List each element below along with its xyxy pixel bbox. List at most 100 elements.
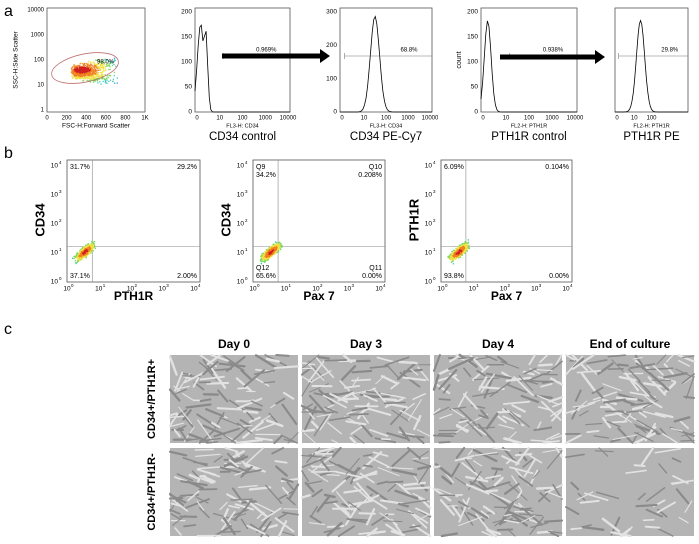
quadrant-label: 65.6% — [256, 273, 276, 280]
plot-frame — [615, 8, 688, 112]
x-tick-label: 10000 — [422, 116, 439, 122]
cell — [635, 465, 645, 466]
cell — [325, 360, 346, 361]
y-tick-label: 10 — [237, 279, 245, 286]
event-dot — [84, 251, 86, 253]
event-dot — [76, 73, 77, 74]
x-tick-label: 1000 — [401, 116, 415, 122]
event-dot — [278, 247, 280, 249]
y-tick-label: 10000 — [27, 8, 44, 14]
event-dot — [452, 261, 454, 263]
event-dot — [279, 242, 281, 244]
event-dot — [103, 69, 104, 70]
event-dot — [98, 68, 99, 69]
event-dot — [85, 254, 87, 256]
y-tick-label: 10 — [237, 192, 245, 199]
event-dot — [91, 78, 92, 79]
event-dot — [89, 244, 91, 246]
event-dot — [100, 72, 101, 73]
event-dot — [91, 70, 92, 71]
event-dot — [85, 70, 86, 71]
cell — [537, 488, 553, 489]
event-dot — [84, 69, 85, 70]
event-dot — [84, 249, 86, 251]
x-tick-exponent: 1 — [103, 283, 106, 288]
event-dot — [74, 65, 75, 66]
cell — [385, 402, 405, 403]
histogram-curve — [340, 17, 432, 113]
quadrant-label: 0.00% — [549, 273, 569, 280]
event-dot — [266, 254, 268, 256]
event-dot — [82, 68, 83, 69]
event-dot — [97, 67, 98, 68]
cell — [498, 529, 513, 530]
event-dot — [468, 239, 470, 241]
y-tick-label: 10 — [51, 221, 59, 228]
panel-label: a — [4, 3, 13, 20]
event-dot — [273, 248, 275, 250]
event-dot — [464, 244, 466, 246]
event-dot — [92, 245, 94, 247]
event-dot — [82, 66, 83, 67]
event-dot — [83, 252, 85, 254]
event-dot — [108, 81, 109, 82]
cell — [231, 499, 252, 500]
cell — [276, 355, 288, 356]
y-tick-label: 10 — [37, 83, 44, 89]
event-dot — [88, 74, 89, 75]
x-tick-exponent: 1 — [289, 283, 292, 288]
x-tick-label: 10 — [344, 286, 352, 293]
event-dot — [77, 261, 79, 263]
x-tick-label: 0 — [481, 116, 485, 122]
event-dot — [94, 63, 95, 64]
event-dot — [466, 250, 468, 252]
event-dot — [80, 71, 81, 72]
x-tick-exponent: 4 — [198, 283, 201, 288]
event-dot — [85, 67, 86, 68]
event-dot — [88, 75, 89, 76]
y-tick-exponent: 1 — [433, 247, 436, 252]
gate-label: 29.8% — [661, 48, 679, 54]
event-dot — [90, 65, 91, 66]
event-dot — [81, 251, 83, 253]
histogram-curve — [481, 21, 577, 112]
event-dot — [105, 68, 106, 69]
event-dot — [456, 253, 458, 255]
event-dot — [452, 255, 454, 257]
event-dot — [280, 246, 282, 248]
event-dot — [95, 76, 96, 77]
event-dot — [106, 77, 107, 78]
event-dot — [91, 246, 93, 248]
y-tick-label: 0 — [333, 109, 337, 116]
event-dot — [276, 246, 278, 248]
event-dot — [274, 245, 276, 247]
event-dot — [87, 72, 88, 73]
event-dot — [89, 78, 90, 79]
column-header: Day 3 — [350, 337, 382, 351]
x-axis-label: Pax 7 — [491, 289, 523, 303]
event-dot — [100, 68, 101, 69]
event-dot — [91, 250, 93, 252]
x-tick-label: 10 — [63, 286, 71, 293]
cell — [324, 412, 333, 413]
event-dot — [83, 249, 85, 251]
y-tick-exponent: 2 — [59, 218, 62, 223]
event-dot — [75, 262, 77, 264]
event-dot — [81, 62, 82, 63]
y-tick-exponent: 4 — [245, 160, 248, 165]
y-tick-exponent: 3 — [59, 189, 62, 194]
y-tick-exponent: 4 — [433, 160, 436, 165]
x-tick-label: 100 — [646, 116, 657, 122]
y-tick-label: 0 — [474, 109, 478, 116]
event-dot — [90, 62, 91, 63]
y-tick-label: 10 — [237, 163, 245, 170]
event-dot — [107, 75, 108, 76]
cell — [399, 362, 416, 363]
quadrant-label: 31.7% — [70, 164, 90, 171]
event-dot — [102, 74, 103, 75]
row-label: CD34+/PTH1R+ — [146, 359, 158, 439]
micrograph-background — [566, 448, 694, 536]
event-dot — [81, 69, 82, 70]
cell — [383, 399, 396, 400]
x-tick-label: 10 — [562, 286, 570, 293]
